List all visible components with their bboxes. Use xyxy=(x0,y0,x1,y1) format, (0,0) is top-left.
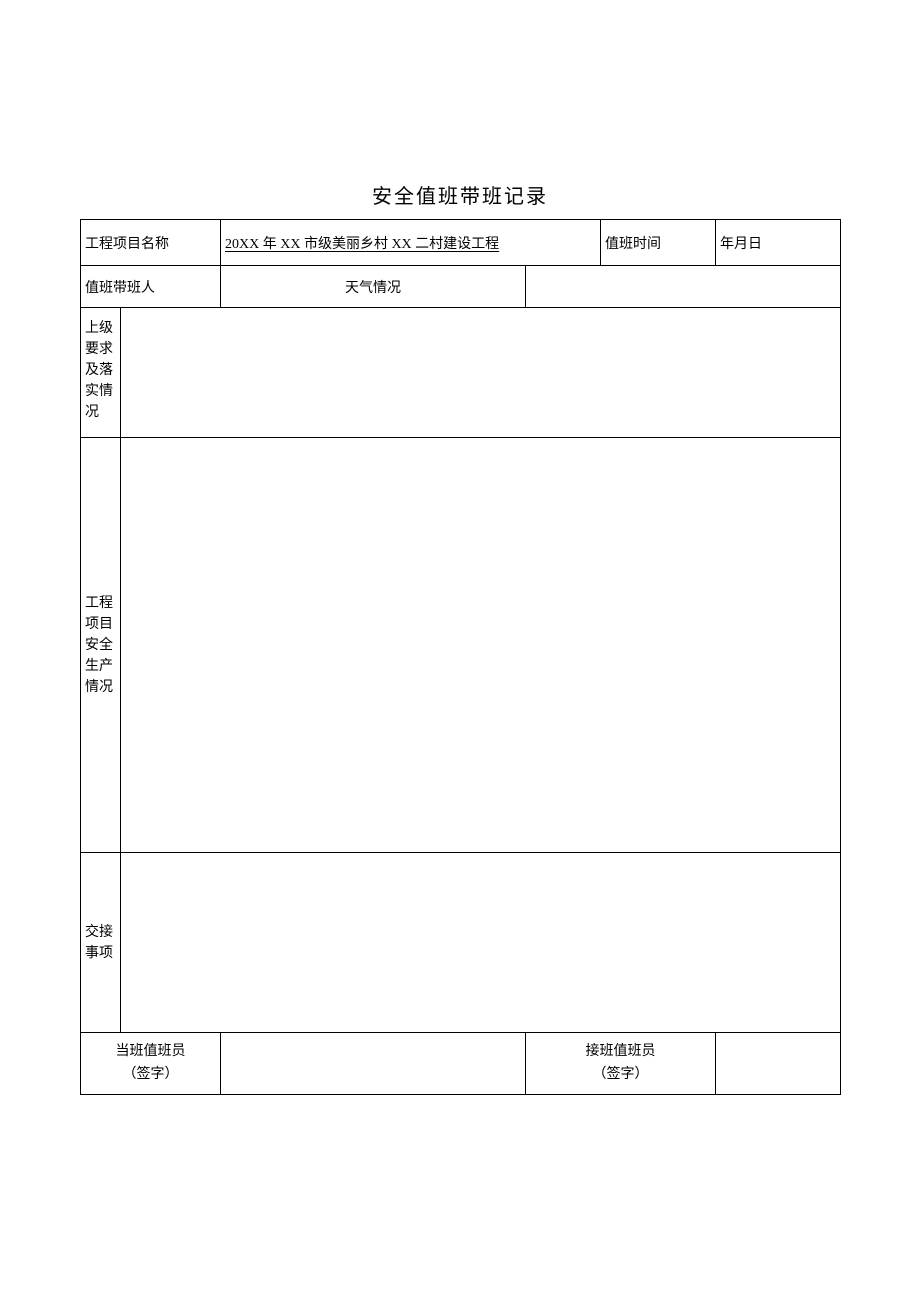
table-row: 值班带班人 天气情况 xyxy=(81,266,841,308)
page-title: 安全值班带班记录 xyxy=(80,180,840,209)
superior-requirements-label: 上级 要求 及落 实情 况 xyxy=(81,308,121,438)
weather-label: 天气情况 xyxy=(221,266,526,308)
table-row: 当班值班员 （签字） 接班值班员 （签字） xyxy=(81,1033,841,1095)
project-name-label: 工程项目名称 xyxy=(81,220,221,266)
handover-value xyxy=(121,853,841,1033)
next-duty-label: 接班值班员 （签字） xyxy=(526,1033,716,1095)
signature-text-2: （签字） xyxy=(593,1067,649,1082)
duty-time-value: 年月日 xyxy=(716,220,841,266)
superior-requirements-value xyxy=(121,308,841,438)
duty-record-table: 工程项目名称 20XX 年 XX 市级美丽乡村 XX 二村建设工程 值班时间 年… xyxy=(80,219,841,1095)
duty-time-label: 值班时间 xyxy=(601,220,716,266)
table-row: 工程项目名称 20XX 年 XX 市级美丽乡村 XX 二村建设工程 值班时间 年… xyxy=(81,220,841,266)
table-row: 交接 事项 xyxy=(81,853,841,1033)
safety-production-label: 工程 项目 安全 生产 情况 xyxy=(81,438,121,853)
current-duty-label: 当班值班员 （签字） xyxy=(81,1033,221,1095)
next-duty-text: 接班值班员 xyxy=(586,1044,656,1059)
safety-production-value xyxy=(121,438,841,853)
project-name-value: 20XX 年 XX 市级美丽乡村 XX 二村建设工程 xyxy=(221,220,601,266)
current-duty-text: 当班值班员 xyxy=(116,1044,186,1059)
weather-value xyxy=(526,266,841,308)
project-name-text: 20XX 年 XX 市级美丽乡村 XX 二村建设工程 xyxy=(225,237,499,252)
current-duty-sig-value xyxy=(221,1033,526,1095)
page-container: 安全值班带班记录 工程项目名称 20XX 年 XX 市级美丽乡村 XX 二村建设… xyxy=(0,0,920,1095)
table-row: 上级 要求 及落 实情 况 xyxy=(81,308,841,438)
handover-label: 交接 事项 xyxy=(81,853,121,1033)
table-row: 工程 项目 安全 生产 情况 xyxy=(81,438,841,853)
next-duty-sig-value xyxy=(716,1033,841,1095)
signature-text-1: （签字） xyxy=(123,1067,179,1082)
duty-person-label: 值班带班人 xyxy=(81,266,221,308)
